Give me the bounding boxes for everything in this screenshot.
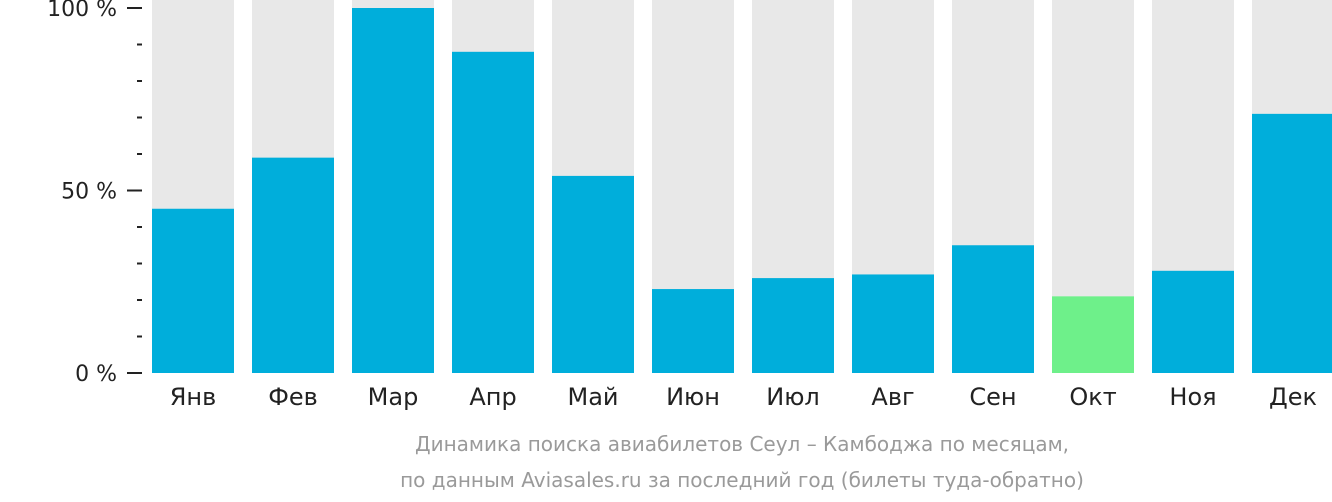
x-tick-label: Июн — [666, 383, 720, 411]
bar-7 — [752, 278, 834, 373]
x-tick-label: Мар — [368, 383, 419, 411]
x-tick-label: Июл — [766, 383, 820, 411]
x-tick-label: Май — [567, 383, 618, 411]
x-tick-label: Окт — [1069, 383, 1116, 411]
bar-3 — [352, 8, 434, 373]
x-tick-label: Апр — [469, 383, 516, 411]
chart-caption-line-1: Динамика поиска авиабилетов Сеул – Камбо… — [415, 432, 1069, 456]
bar-4 — [452, 51, 534, 374]
bar-11 — [1152, 270, 1234, 373]
bar-10 — [1052, 296, 1134, 373]
bars — [152, 8, 1332, 374]
x-tick-label: Авг — [871, 383, 914, 411]
x-tick-label: Дек — [1269, 383, 1317, 411]
x-tick-label: Ноя — [1169, 383, 1216, 411]
bar-2 — [252, 157, 334, 373]
chart-caption-line-2: по данным Aviasales.ru за последний год … — [400, 468, 1084, 492]
bar-9 — [952, 245, 1034, 373]
bar-1 — [152, 208, 234, 373]
y-tick-label: 0 % — [75, 362, 117, 387]
y-axis: 100 % 50 % 0 % — [47, 0, 142, 387]
bar-6 — [652, 289, 734, 373]
y-tick-label: 50 % — [61, 180, 117, 205]
x-tick-label: Фев — [268, 383, 318, 411]
bar-8 — [852, 274, 934, 373]
x-axis-labels: Янв Фев Мар Апр Май Июн Июл Авг Сен Окт Ноя Дек — [170, 383, 1317, 411]
x-tick-label: Сен — [969, 383, 1016, 411]
bar-5 — [552, 175, 634, 373]
x-tick-label: Янв — [170, 383, 217, 411]
y-tick-label: 100 % — [47, 0, 117, 22]
bar-12 — [1252, 113, 1332, 373]
